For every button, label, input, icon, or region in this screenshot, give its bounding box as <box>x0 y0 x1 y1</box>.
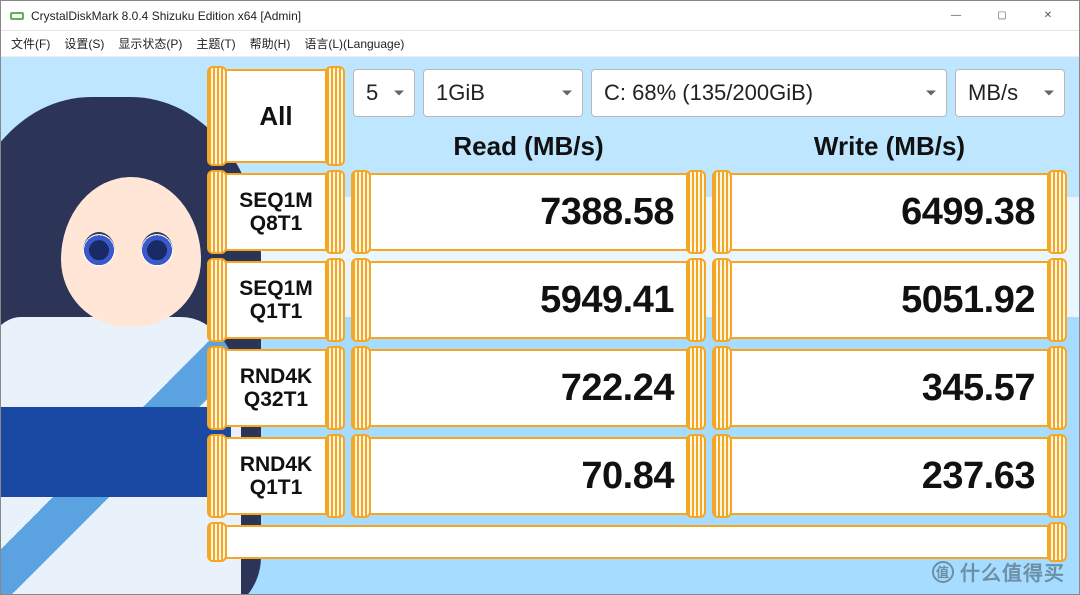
benchmark-grid: All 5 1GiB C: 68% (135/200GiB) MB/s Read… <box>209 69 1065 559</box>
result-read-1: 5949.41 <box>353 261 704 339</box>
result-write-0-value: 6499.38 <box>714 191 1065 234</box>
test-label-line1: RND4K <box>233 453 319 476</box>
menu-help[interactable]: 帮助(H) <box>250 35 291 52</box>
watermark: 值 什么值得买 <box>932 557 1065 586</box>
minimize-button[interactable]: — <box>933 1 979 31</box>
app-icon <box>9 8 25 24</box>
watermark-text: 什么值得买 <box>960 557 1065 586</box>
test-label-line1: RND4K <box>233 365 319 388</box>
window-controls: — ▢ ✕ <box>933 1 1071 31</box>
test-size-value: 1GiB <box>436 80 485 106</box>
test-button-rnd4k-q32t1[interactable]: RND4K Q32T1 <box>209 349 343 427</box>
title-bar: CrystalDiskMark 8.0.4 Shizuku Edition x6… <box>1 1 1079 31</box>
maximize-button[interactable]: ▢ <box>979 1 1025 31</box>
run-all-label: All <box>209 101 343 132</box>
client-area: All 5 1GiB C: 68% (135/200GiB) MB/s Read… <box>1 57 1079 594</box>
result-read-0: 7388.58 <box>353 173 704 251</box>
unit-value: MB/s <box>968 80 1018 106</box>
test-label-line2: Q8T1 <box>233 212 319 235</box>
result-write-2-value: 345.57 <box>714 367 1065 410</box>
result-write-1-value: 5051.92 <box>714 279 1065 322</box>
run-all-button[interactable]: All <box>209 69 343 163</box>
test-button-seq1m-q1t1[interactable]: SEQ1M Q1T1 <box>209 261 343 339</box>
menu-profile[interactable]: 显示状态(P) <box>118 35 182 52</box>
drive-value: C: 68% (135/200GiB) <box>604 80 813 106</box>
result-read-1-value: 5949.41 <box>353 279 704 322</box>
result-write-2: 345.57 <box>714 349 1065 427</box>
result-read-2-value: 722.24 <box>353 367 704 410</box>
status-bar <box>209 525 1065 559</box>
parameter-row: 5 1GiB C: 68% (135/200GiB) MB/s <box>353 69 1065 119</box>
test-label-line1: SEQ1M <box>233 277 319 300</box>
test-button-seq1m-q8t1[interactable]: SEQ1M Q8T1 <box>209 173 343 251</box>
test-label-line2: Q1T1 <box>233 300 319 323</box>
test-label-line2: Q32T1 <box>233 388 319 411</box>
result-read-2: 722.24 <box>353 349 704 427</box>
menu-settings[interactable]: 设置(S) <box>64 35 104 52</box>
menu-language[interactable]: 语言(L)(Language) <box>304 35 404 52</box>
window-title: CrystalDiskMark 8.0.4 Shizuku Edition x6… <box>31 9 933 23</box>
app-window: CrystalDiskMark 8.0.4 Shizuku Edition x6… <box>0 0 1080 595</box>
read-header: Read (MB/s) <box>353 129 704 163</box>
result-write-1: 5051.92 <box>714 261 1065 339</box>
result-write-3: 237.63 <box>714 437 1065 515</box>
menu-bar: 文件(F) 设置(S) 显示状态(P) 主题(T) 帮助(H) 语言(L)(La… <box>1 31 1079 57</box>
menu-theme[interactable]: 主题(T) <box>196 35 235 52</box>
test-count-select[interactable]: 5 <box>353 69 415 117</box>
result-read-0-value: 7388.58 <box>353 191 704 234</box>
result-write-0: 6499.38 <box>714 173 1065 251</box>
close-button[interactable]: ✕ <box>1025 1 1071 31</box>
result-read-3: 70.84 <box>353 437 704 515</box>
test-count-value: 5 <box>366 80 378 106</box>
menu-file[interactable]: 文件(F) <box>11 35 50 52</box>
test-size-select[interactable]: 1GiB <box>423 69 583 117</box>
result-read-3-value: 70.84 <box>353 455 704 498</box>
result-write-3-value: 237.63 <box>714 455 1065 498</box>
test-label-line1: SEQ1M <box>233 189 319 212</box>
drive-select[interactable]: C: 68% (135/200GiB) <box>591 69 947 117</box>
test-button-rnd4k-q1t1[interactable]: RND4K Q1T1 <box>209 437 343 515</box>
test-label-line2: Q1T1 <box>233 476 319 499</box>
write-header: Write (MB/s) <box>714 129 1065 163</box>
status-text <box>209 533 1065 551</box>
unit-select[interactable]: MB/s <box>955 69 1065 117</box>
watermark-icon: 值 <box>932 561 954 583</box>
